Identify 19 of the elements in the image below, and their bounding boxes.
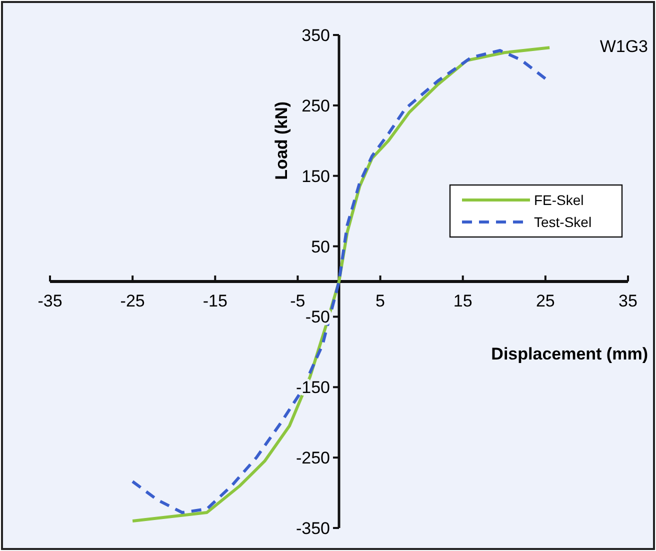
- x-tick-label: 25: [536, 292, 555, 310]
- y-tick-label: 50: [311, 237, 330, 256]
- y-tick-label: 150: [302, 166, 330, 186]
- x-tick-label: -25: [120, 292, 145, 310]
- x-tick-label: -5: [290, 292, 306, 310]
- x-axis-title: Displacement (mm): [491, 344, 648, 364]
- annotation: W1G3: [600, 37, 648, 56]
- x-tick-label: 15: [453, 292, 472, 310]
- y-tick-label: -350: [296, 519, 330, 538]
- x-tick-label: -15: [202, 292, 228, 310]
- x-tick-label: 5: [376, 292, 386, 310]
- y-tick-label: 350: [302, 26, 330, 45]
- legend-label: FE-Skel: [534, 192, 584, 208]
- x-tick-label: -35: [38, 292, 62, 310]
- y-tick-label: 250: [302, 96, 330, 116]
- x-tick-label: 35: [618, 292, 638, 310]
- y-tick-label: -250: [296, 448, 330, 468]
- y-axis-title: Load (kN): [272, 101, 291, 180]
- legend-label: Test-Skel: [534, 214, 592, 230]
